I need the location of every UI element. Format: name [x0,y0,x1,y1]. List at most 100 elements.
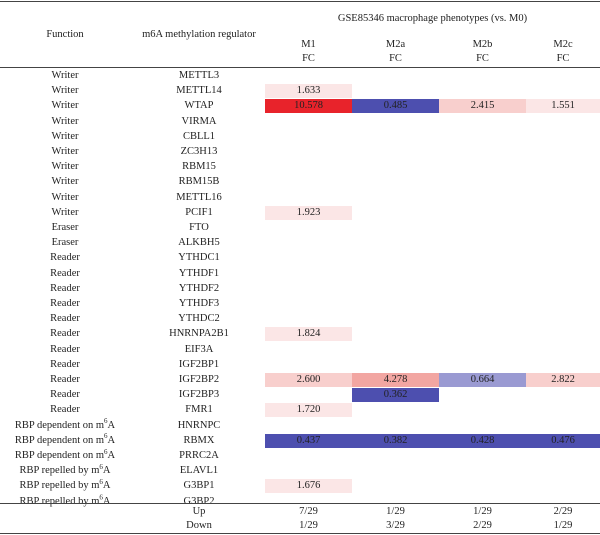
row-function-text: Writer [51,100,79,112]
row-regulator: IGF2BP1 [178,358,220,370]
row-function-text: Reader [50,252,80,264]
suffix-a: A [107,419,116,431]
fc-cell-m2a [352,191,439,205]
regulator-header: m6A methylation regulator [142,29,256,40]
row-regulator: IGF2BP2 [178,374,220,385]
fc-cell-m2b [439,221,526,235]
fc-cell-m2b [439,297,526,311]
fc-cell-m2c [526,130,600,144]
fc-cell-m2b [439,236,526,250]
fc-cell-m1 [265,191,352,205]
row-function: Reader [0,373,130,387]
row-regulator: RBM15B [178,176,220,188]
fc-cell-m2a: 0.382 [352,433,439,448]
fc-cell-m2b [439,145,526,159]
fc-cell-m2c [526,84,600,98]
row-function: Writer [0,175,130,189]
row-function-text: Reader [50,389,80,401]
fc-cell-m2a [352,464,439,478]
fc-cell-m2b [439,267,526,281]
fc-cell-m1: 1.824 [265,327,352,342]
row-regulator: METTL3 [178,70,220,81]
row-function: Reader [0,297,130,311]
summary-value-m2c: 2/29 [553,506,573,517]
row-regulator: ELAVL1 [179,465,219,477]
fc-cell-m1: 0.437 [265,433,352,448]
row-function: Writer [0,84,130,98]
row-function-text: RBP dependent on m [14,419,105,431]
row-function-text: RBP repelled by m [19,465,100,477]
fc-cell-m1 [265,145,352,159]
fc-cell-m1 [265,221,352,235]
fc-cell-m2c [526,297,600,311]
fc-label-m2a: FC [389,53,402,64]
row-function-text: Writer [51,70,79,81]
fc-cell-m1 [265,312,352,326]
superscript-6: 6 [99,493,103,502]
fc-cell-m1: 2.600 [265,373,352,387]
row-function: Reader [0,403,130,417]
fc-cell-m2b [439,449,526,463]
fc-cell-m2b [439,419,526,433]
suffix-a: A [107,434,116,446]
fc-label-m1: FC [302,53,315,64]
row-function: Eraser [0,221,130,235]
row-function: RBP repelled by m6A [0,478,130,493]
fc-cell-m1 [265,115,352,129]
fc-cell-m2a [352,282,439,296]
fc-cell-m2a [352,160,439,174]
fc-cell-m2b [439,312,526,326]
row-function-text: RBP dependent on m [14,450,105,461]
row-function: Reader [0,251,130,265]
row-regulator: HNRNPC [177,419,221,431]
fc-cell-m2b [439,69,526,83]
fc-cell-m2c [526,419,600,433]
summary-value-m1: 1/29 [299,520,318,531]
superscript-6: 6 [99,462,103,471]
fc-cell-m1: 1.633 [265,84,352,99]
fc-cell-m2b [439,403,526,417]
row-function-text: Writer [51,206,79,218]
row-function-text: Writer [51,176,79,188]
row-regulator: RBMX [183,434,215,446]
fc-cell-m2a [352,479,439,493]
row-function-text: Reader [50,328,80,340]
row-regulator: WTAP [184,100,214,112]
fc-cell-m1 [265,297,352,311]
summary-value-m2a: 3/29 [386,520,405,531]
fc-cell-m2a [352,251,439,265]
row-function: Reader [0,358,130,372]
row-function-text: RBP dependent on m [14,434,105,446]
row-function-text: Writer [51,115,79,127]
row-function: Writer [0,145,130,159]
row-function-text: Reader [50,282,80,294]
fc-cell-m2b [439,358,526,372]
row-function-text: RBP repelled by m [19,480,100,492]
fc-cell-m2c [526,221,600,235]
row-function-text: Reader [50,358,80,370]
fc-cell-m2c [526,358,600,372]
row-function-text: Writer [51,191,79,203]
row-function: Reader [0,327,130,341]
row-function: Writer [0,69,130,83]
row-function: Writer [0,115,130,129]
fc-cell-m1 [265,388,352,402]
fc-cell-m1: 1.923 [265,205,352,220]
fc-cell-m2b: 2.415 [439,99,526,114]
row-regulator: RBM15 [182,161,216,173]
fc-cell-m2c [526,343,600,357]
fc-cell-m2c [526,69,600,83]
row-function: Writer [0,206,130,220]
fc-cell-m1 [265,251,352,265]
fc-cell-m2a [352,175,439,189]
fc-label-m2b: FC [476,53,489,64]
summary-value-m2b: 1/29 [473,506,492,517]
fc-cell-m2b: 0.664 [439,373,526,387]
row-regulator: PRRC2A [179,450,219,461]
row-regulator: CBLL1 [182,130,216,142]
row-function-text: Reader [50,267,80,279]
summary-label-down: Down [186,520,212,531]
fc-cell-m2c [526,312,600,326]
row-function: Writer [0,99,130,113]
row-function-text: Eraser [51,222,79,233]
